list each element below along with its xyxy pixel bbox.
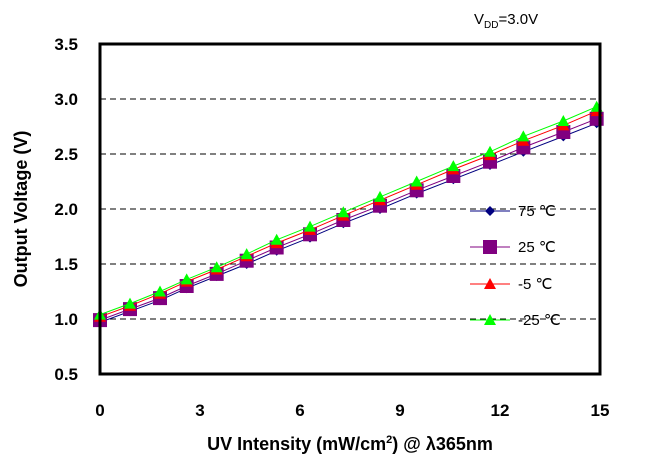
series-layer — [93, 100, 604, 328]
data-point — [337, 206, 350, 218]
data-point — [484, 145, 496, 157]
legend-marker — [483, 240, 497, 254]
x-tick-label: 6 — [295, 401, 304, 420]
data-point — [557, 115, 570, 126]
x-tick-label: 0 — [95, 401, 104, 420]
x-tick-label: 9 — [395, 401, 404, 420]
legend-label: 75 ℃ — [518, 203, 556, 220]
data-point — [410, 175, 423, 187]
y-tick-label: 3.5 — [54, 35, 78, 54]
y-tick-label: 1.0 — [54, 310, 78, 329]
legend-item: -5 ℃ — [470, 276, 552, 293]
legend-item: 25 ℃ — [470, 239, 556, 256]
legend: 75 ℃ 25 ℃ -5 ℃ -25 ℃ — [470, 203, 561, 329]
data-point — [210, 261, 223, 273]
legend-label: 25 ℃ — [518, 239, 556, 256]
data-point — [240, 248, 253, 260]
x-axis-title: UV Intensity (mW/cm2) @ λ365nm — [207, 434, 493, 454]
y-tick-label: 3.0 — [54, 90, 78, 109]
x-tick-label: 12 — [491, 401, 510, 420]
y-tick-label: 1.5 — [54, 255, 78, 274]
legend-label: -5 ℃ — [518, 276, 552, 293]
y-tick-label: 2.0 — [54, 200, 78, 219]
x-tick-label: 15 — [591, 401, 610, 420]
vdd-annotation: VDD=3.0V — [474, 11, 538, 31]
legend-item: 75 ℃ — [470, 203, 556, 220]
series-line — [99, 118, 597, 321]
data-point — [517, 130, 530, 142]
series-line — [99, 110, 597, 318]
plot-frame — [98, 42, 602, 376]
data-point — [447, 160, 460, 172]
legend-label: -25 ℃ — [518, 312, 561, 329]
data-point — [304, 220, 316, 232]
y-tick-label: 0.5 — [54, 365, 78, 384]
x-tick-labels: 0 3 6 9 12 15 — [95, 401, 609, 420]
data-point — [374, 190, 386, 202]
legend-marker — [484, 278, 496, 289]
data-point — [124, 297, 136, 309]
legend-marker — [484, 314, 496, 325]
series-line — [99, 106, 597, 316]
y-tick-labels: 0.5 1.0 1.5 2.0 2.5 3.0 3.5 — [54, 35, 78, 384]
y-tick-label: 2.5 — [54, 145, 78, 164]
data-point — [180, 273, 193, 285]
data-point — [270, 233, 283, 245]
x-tick-label: 3 — [195, 401, 204, 420]
legend-item: -25 ℃ — [470, 312, 561, 329]
data-point — [154, 285, 166, 297]
legend-marker — [485, 206, 495, 216]
y-axis-title: Output Voltage (V) — [11, 131, 31, 288]
series-line — [99, 122, 597, 323]
